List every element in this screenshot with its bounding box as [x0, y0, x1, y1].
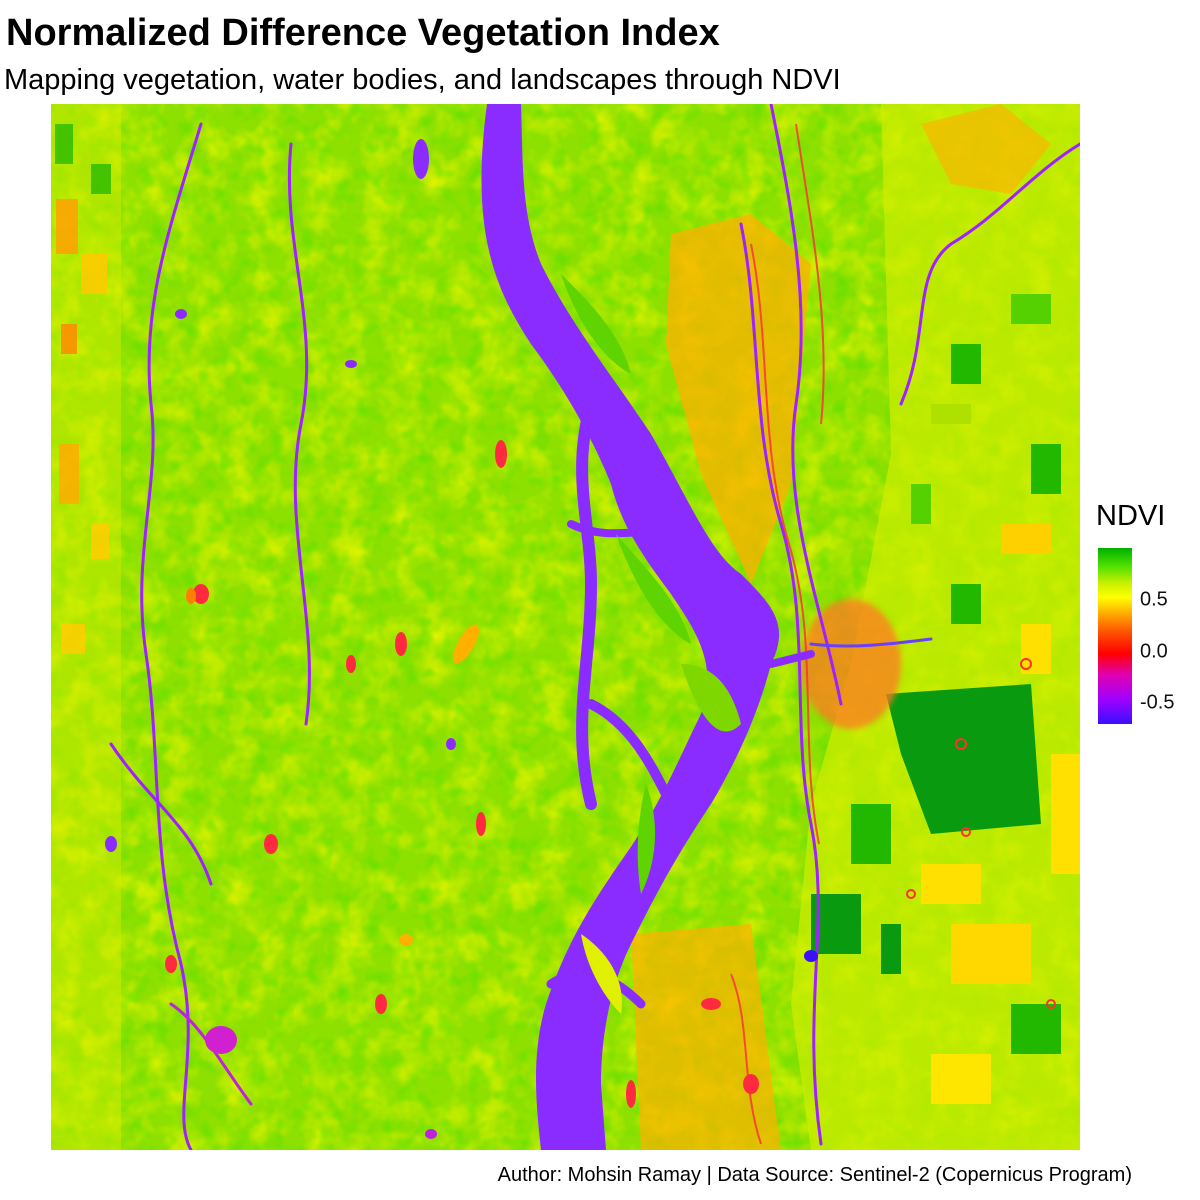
river-islands [561, 274, 741, 1014]
legend-title: NDVI [1096, 500, 1166, 532]
bare-soil-zones [631, 104, 1051, 1150]
ndvi-map[interactable] [51, 104, 1080, 1150]
legend-tick-mark [1132, 598, 1138, 601]
ndvi-legend: NDVI 0.5 0.0 -0.5 [1096, 500, 1200, 740]
page-title: Normalized Difference Vegetation Index [6, 12, 720, 54]
legend-tick-label: 0.5 [1140, 588, 1168, 611]
legend-tick-label: 0.0 [1140, 640, 1168, 663]
sand-patches [186, 588, 479, 946]
main-river [481, 104, 780, 1150]
urban-area [801, 599, 901, 729]
right-farmland [791, 104, 1080, 1150]
ndvi-colorbar [1098, 548, 1132, 724]
legend-tick-label: -0.5 [1140, 691, 1175, 714]
ndvi-map-canvas [51, 104, 1080, 1150]
legend-tick-mark [1132, 650, 1138, 653]
wetland-edges [730, 123, 825, 1145]
wet-spots [165, 440, 759, 1108]
water-ponds [105, 139, 818, 1139]
caption: Author: Mohsin Ramay | Data Source: Sent… [497, 1164, 1132, 1186]
right-wet-rings [906, 658, 1056, 1009]
side-channels [546, 398, 815, 1009]
tributaries [109, 104, 1080, 1150]
page-subtitle: Mapping vegetation, water bodies, and la… [4, 64, 841, 96]
left-farmland [51, 104, 121, 1150]
legend-tick-mark [1132, 702, 1138, 705]
